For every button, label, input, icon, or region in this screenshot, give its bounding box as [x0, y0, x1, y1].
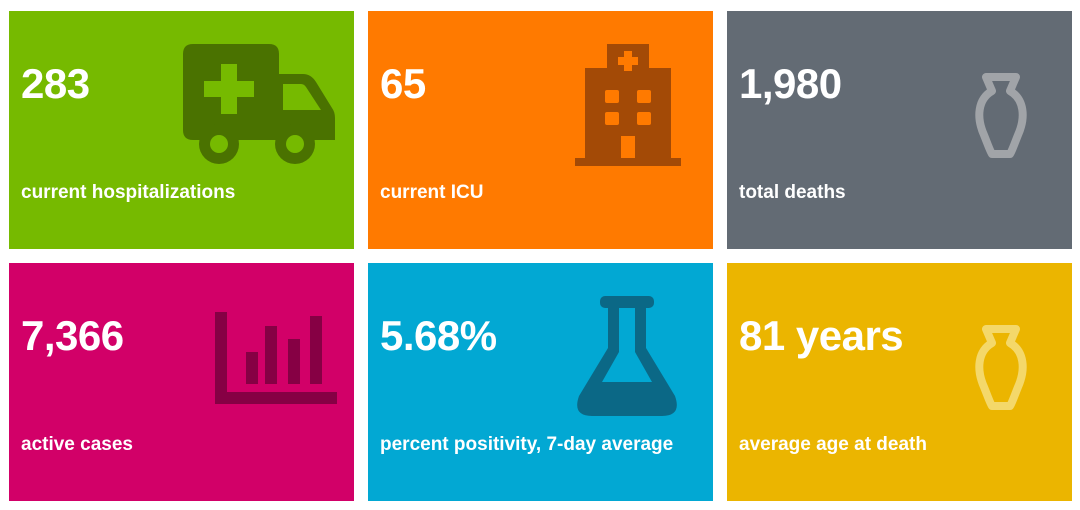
flask-icon: [577, 296, 677, 416]
stat-card-hospitalizations: 283 current hospitalizations: [9, 11, 354, 249]
stat-label: current ICU: [380, 182, 484, 203]
stat-value: 81 years: [739, 312, 904, 359]
stat-card-total-deaths: 1,980 total deaths: [727, 11, 1072, 249]
stat-value: 65: [380, 60, 426, 107]
stat-card-icu: 65 current ICU: [368, 11, 713, 249]
hospital-building-icon: [575, 44, 681, 166]
stat-card-active-cases: 7,366 active cases: [9, 263, 354, 501]
urn-icon: [975, 325, 1027, 410]
stat-value: 5.68%: [380, 312, 497, 359]
stat-card-percent-positivity: 5.68% percent positivity, 7-day average: [368, 263, 713, 501]
ambulance-icon: [183, 44, 335, 164]
bar-chart-icon: [215, 312, 337, 404]
stat-label: total deaths: [739, 182, 846, 203]
urn-icon: [975, 73, 1027, 158]
stat-value: 1,980: [739, 60, 842, 107]
stat-card-average-age-at-death: 81 years average age at death: [727, 263, 1072, 501]
stat-value: 283: [21, 60, 90, 107]
stat-label: average age at death: [739, 434, 927, 455]
stat-label: active cases: [21, 434, 133, 455]
stat-value: 7,366: [21, 312, 124, 359]
stat-label: percent positivity, 7-day average: [380, 434, 674, 455]
stat-label: current hospitalizations: [21, 182, 236, 203]
